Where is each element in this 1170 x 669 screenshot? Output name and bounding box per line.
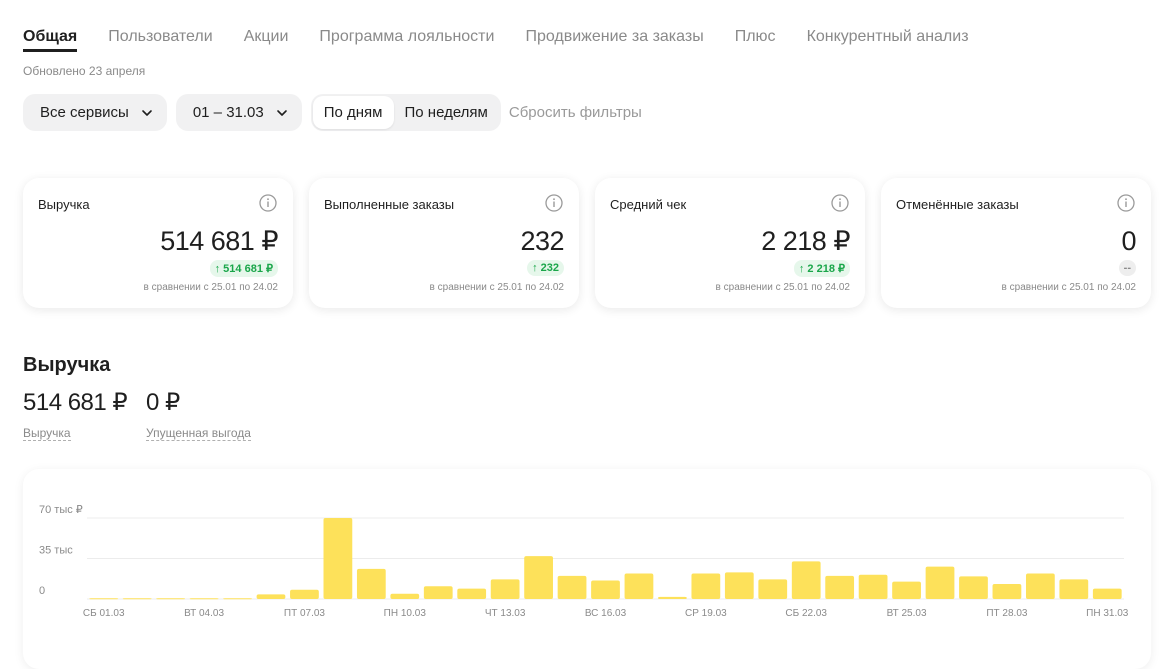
revenue-bar[interactable]	[724, 572, 754, 599]
x-tick-label: ВТ 25.03	[887, 608, 927, 619]
revenue-bar[interactable]	[624, 573, 654, 599]
updated-date: Обновлено 23 апреля	[23, 64, 146, 78]
kpi-compare-note: в сравнении с 25.01 по 24.02	[429, 282, 564, 293]
info-icon[interactable]	[259, 194, 277, 212]
revenue-bar[interactable]	[691, 573, 721, 599]
revenue-bar[interactable]	[892, 581, 921, 599]
revenue-bar[interactable]	[356, 568, 386, 599]
period-dropdown-label: 01 – 31.03	[192, 104, 264, 121]
x-tick-label: ПН 10.03	[384, 608, 427, 619]
revenue-bar[interactable]	[825, 575, 855, 599]
info-icon[interactable]	[1117, 194, 1135, 212]
kpi-compare-note: в сравнении с 25.01 по 24.02	[143, 282, 278, 293]
chevron-down-icon	[276, 109, 287, 116]
revenue-bar[interactable]	[959, 576, 988, 599]
revenue-bar[interactable]	[156, 598, 186, 600]
x-tick-label: СБ 01.03	[83, 608, 125, 619]
y-tick-label: 35 тыс	[39, 545, 73, 557]
revenue-bar[interactable]	[457, 588, 487, 599]
period-dropdown[interactable]: 01 – 31.03	[175, 94, 302, 131]
x-tick-label: ЧТ 13.03	[485, 608, 526, 619]
kpi-value: 514 681 ₽	[160, 226, 278, 256]
tab-order-promotion[interactable]: Продвижение за заказы	[525, 28, 704, 45]
revenue-bar[interactable]	[390, 593, 420, 599]
revenue-bar[interactable]	[223, 598, 252, 600]
kpi-title: Выручка	[38, 197, 90, 212]
x-tick-label: ПТ 07.03	[284, 608, 326, 619]
revenue-bar[interactable]	[1025, 573, 1055, 599]
filter-bar: Все сервисы 01 – 31.03 По дням По неделя…	[23, 94, 642, 131]
kpi-delta-badge: ↑ 2 218 ₽	[793, 260, 850, 277]
x-tick-label: ПТ 28.03	[986, 608, 1028, 619]
kpi-value: 0	[1121, 226, 1136, 256]
tab-promotions[interactable]: Акции	[243, 28, 289, 45]
revenue-section-title: Выручка	[23, 354, 111, 376]
granularity-switch: По дням По неделям	[310, 94, 501, 131]
kpi-value: 232	[520, 226, 564, 256]
x-tick-label: ПН 31.03	[1086, 608, 1129, 619]
by-days-option[interactable]: По дням	[312, 96, 394, 129]
revenue-bar[interactable]	[189, 598, 219, 600]
revenue-bar[interactable]	[524, 556, 553, 599]
chevron-down-icon	[142, 109, 152, 116]
kpi-card-revenue: Выручка 514 681 ₽ ↑ 514 681 ₽ в сравнени…	[23, 178, 293, 308]
by-weeks-option[interactable]: По неделям	[404, 104, 488, 121]
y-tick-label: 70 тыс ₽	[39, 504, 83, 516]
revenue-bar[interactable]	[591, 580, 620, 599]
info-icon[interactable]	[831, 194, 849, 212]
kpi-cards: Выручка 514 681 ₽ ↑ 514 681 ₽ в сравнени…	[23, 178, 1151, 308]
x-tick-label: ВС 16.03	[585, 608, 627, 619]
x-tick-label: ВТ 04.03	[184, 608, 224, 619]
y-tick-label: 0	[39, 585, 45, 597]
revenue-bar[interactable]	[122, 598, 152, 600]
kpi-value: 2 218 ₽	[761, 226, 850, 256]
kpi-card-cancelled-orders: Отменённые заказы 0 -- в сравнении с 25.…	[881, 178, 1151, 308]
kpi-delta-badge: ↑ 232	[527, 260, 564, 276]
reset-filters-button[interactable]: Сбросить фильтры	[508, 104, 642, 121]
kpi-delta-badge: --	[1118, 260, 1136, 276]
revenue-bar[interactable]	[925, 566, 955, 599]
revenue-bar[interactable]	[992, 583, 1022, 599]
kpi-card-average-check: Средний чек 2 218 ₽ ↑ 2 218 ₽ в сравнени…	[595, 178, 865, 308]
tab-bar: Общая Пользователи Акции Программа лояль…	[23, 28, 1000, 52]
revenue-bar[interactable]	[1092, 588, 1122, 599]
revenue-bar[interactable]	[1059, 579, 1089, 599]
info-icon[interactable]	[545, 194, 563, 212]
kpi-card-completed-orders: Выполненные заказы 232 ↑ 232 в сравнении…	[309, 178, 579, 308]
kpi-title: Отменённые заказы	[896, 197, 1019, 212]
revenue-bar[interactable]	[89, 598, 119, 600]
revenue-bar[interactable]	[791, 561, 821, 599]
revenue-bar-chart: 70 тыс ₽ 35 тыс 0 СБ 01.03 ВТ 04.03 ПТ 07.03 П…	[39, 504, 1129, 619]
kpi-compare-note: в сравнении с 25.01 по 24.02	[1001, 282, 1136, 293]
tab-loyalty-program[interactable]: Программа лояльности	[319, 28, 495, 45]
revenue-bar[interactable]	[658, 596, 687, 599]
revenue-chart-card: 70 тыс ₽ 35 тыс 0 СБ 01.03 ВТ 04.03 ПТ 07.03 П…	[23, 469, 1151, 669]
revenue-total-value: 514 681 ₽	[23, 389, 128, 416]
tab-general[interactable]: Общая	[23, 28, 78, 52]
tab-competitive-analysis[interactable]: Конкурентный анализ	[806, 28, 969, 45]
kpi-title: Выполненные заказы	[324, 197, 455, 212]
tab-users[interactable]: Пользователи	[108, 28, 213, 45]
revenue-bar[interactable]	[290, 589, 319, 599]
revenue-bar[interactable]	[323, 518, 353, 599]
revenue-bar[interactable]	[758, 579, 788, 599]
services-dropdown[interactable]: Все сервисы	[23, 94, 167, 131]
revenue-metric-toggle[interactable]: Выручка	[23, 426, 71, 441]
x-tick-label: СР 19.03	[685, 608, 727, 619]
tab-plus[interactable]: Плюс	[734, 28, 776, 45]
lost-profit-metric-toggle[interactable]: Упущенная выгода	[146, 426, 251, 441]
lost-profit-value: 0 ₽	[146, 389, 180, 416]
x-tick-label: СБ 22.03	[785, 608, 827, 619]
kpi-delta-badge: ↑ 514 681 ₽	[209, 260, 278, 277]
services-dropdown-label: Все сервисы	[40, 104, 129, 121]
revenue-bar[interactable]	[423, 586, 453, 599]
revenue-bar[interactable]	[858, 574, 888, 599]
kpi-compare-note: в сравнении с 25.01 по 24.02	[715, 282, 850, 293]
revenue-bar[interactable]	[256, 594, 286, 599]
revenue-bar[interactable]	[557, 575, 587, 599]
kpi-title: Средний чек	[610, 197, 687, 212]
revenue-bar[interactable]	[490, 579, 520, 599]
